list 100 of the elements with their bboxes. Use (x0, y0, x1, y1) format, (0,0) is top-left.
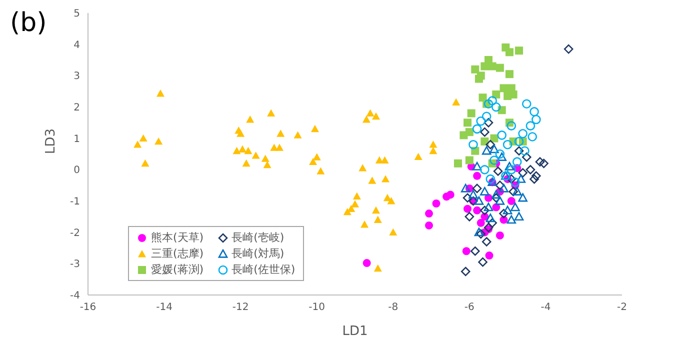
point (480, 165, 490, 174)
point (496, 64, 504, 72)
point (429, 146, 438, 154)
y-tick-label: 1 (74, 134, 80, 145)
x-tick-label: -12 (232, 302, 249, 314)
point (462, 247, 470, 256)
point (532, 114, 541, 124)
point (472, 124, 482, 134)
point (505, 70, 514, 78)
point (528, 132, 538, 142)
y-tick-label: 5 (74, 8, 80, 20)
point (515, 46, 524, 55)
y-tick-label: 2 (74, 102, 80, 114)
point (539, 158, 548, 168)
point (472, 184, 482, 194)
point (276, 130, 285, 137)
point (514, 146, 524, 156)
point (506, 165, 516, 174)
point (362, 259, 371, 268)
point (154, 137, 163, 145)
point (520, 146, 530, 156)
point (454, 159, 462, 168)
point (495, 196, 505, 205)
point (246, 116, 254, 123)
point (476, 218, 485, 227)
point (452, 98, 460, 106)
point (502, 140, 512, 150)
point (432, 200, 440, 208)
point (530, 107, 539, 116)
point (374, 264, 382, 272)
point (492, 90, 500, 98)
chart-title: (b) (10, 8, 47, 38)
point (414, 152, 422, 160)
point (493, 166, 503, 176)
point (464, 212, 474, 222)
point (244, 146, 252, 154)
point (358, 164, 367, 172)
point (506, 174, 516, 184)
point (472, 162, 482, 170)
point (467, 109, 476, 118)
point (462, 193, 472, 203)
point (510, 178, 520, 187)
point (389, 228, 398, 236)
x-tick-label: -6 (464, 302, 474, 314)
point (518, 168, 528, 178)
point (526, 121, 536, 130)
point (316, 167, 325, 174)
point (495, 180, 505, 190)
y-tick-label: -4 (70, 290, 80, 302)
point (480, 186, 490, 196)
point (499, 208, 508, 218)
point (512, 157, 522, 166)
point (486, 214, 496, 222)
point (482, 112, 492, 122)
point (473, 206, 482, 214)
point (476, 116, 486, 126)
point (238, 145, 246, 152)
point (514, 212, 524, 221)
point (465, 156, 474, 164)
point (139, 134, 148, 142)
point (500, 84, 508, 92)
point (488, 96, 497, 106)
point (261, 154, 270, 162)
y-tick-label: -3 (70, 259, 80, 270)
legend-label: 長崎(対馬) (232, 246, 284, 261)
point (491, 193, 501, 203)
legend-label: 長崎(壱岐) (232, 230, 284, 245)
point (522, 99, 532, 109)
point (464, 118, 472, 127)
x-tick-label: -4 (540, 302, 551, 314)
y-tick-label: -2 (70, 228, 80, 239)
y-tick-label: 0 (74, 165, 80, 176)
point (476, 72, 485, 80)
point (512, 186, 522, 196)
point (351, 200, 359, 208)
point (474, 228, 484, 236)
point (516, 174, 526, 183)
point (482, 237, 492, 246)
point (372, 112, 380, 120)
point (484, 118, 494, 128)
point (505, 48, 514, 56)
legend-label: 長崎(佐世保) (232, 262, 296, 277)
point (310, 124, 319, 132)
point (507, 197, 516, 205)
point (485, 252, 494, 260)
point (484, 202, 494, 212)
point (495, 149, 505, 159)
point (156, 90, 164, 97)
point (490, 134, 498, 142)
point (522, 152, 532, 162)
point (502, 206, 512, 214)
point (498, 106, 506, 114)
point (506, 215, 516, 224)
x-tick-label: -14 (156, 302, 172, 314)
x-axis-title: LD1 (342, 324, 368, 339)
point (343, 208, 352, 216)
point (535, 157, 545, 166)
point (387, 197, 396, 204)
point (484, 99, 494, 109)
point (471, 65, 480, 74)
